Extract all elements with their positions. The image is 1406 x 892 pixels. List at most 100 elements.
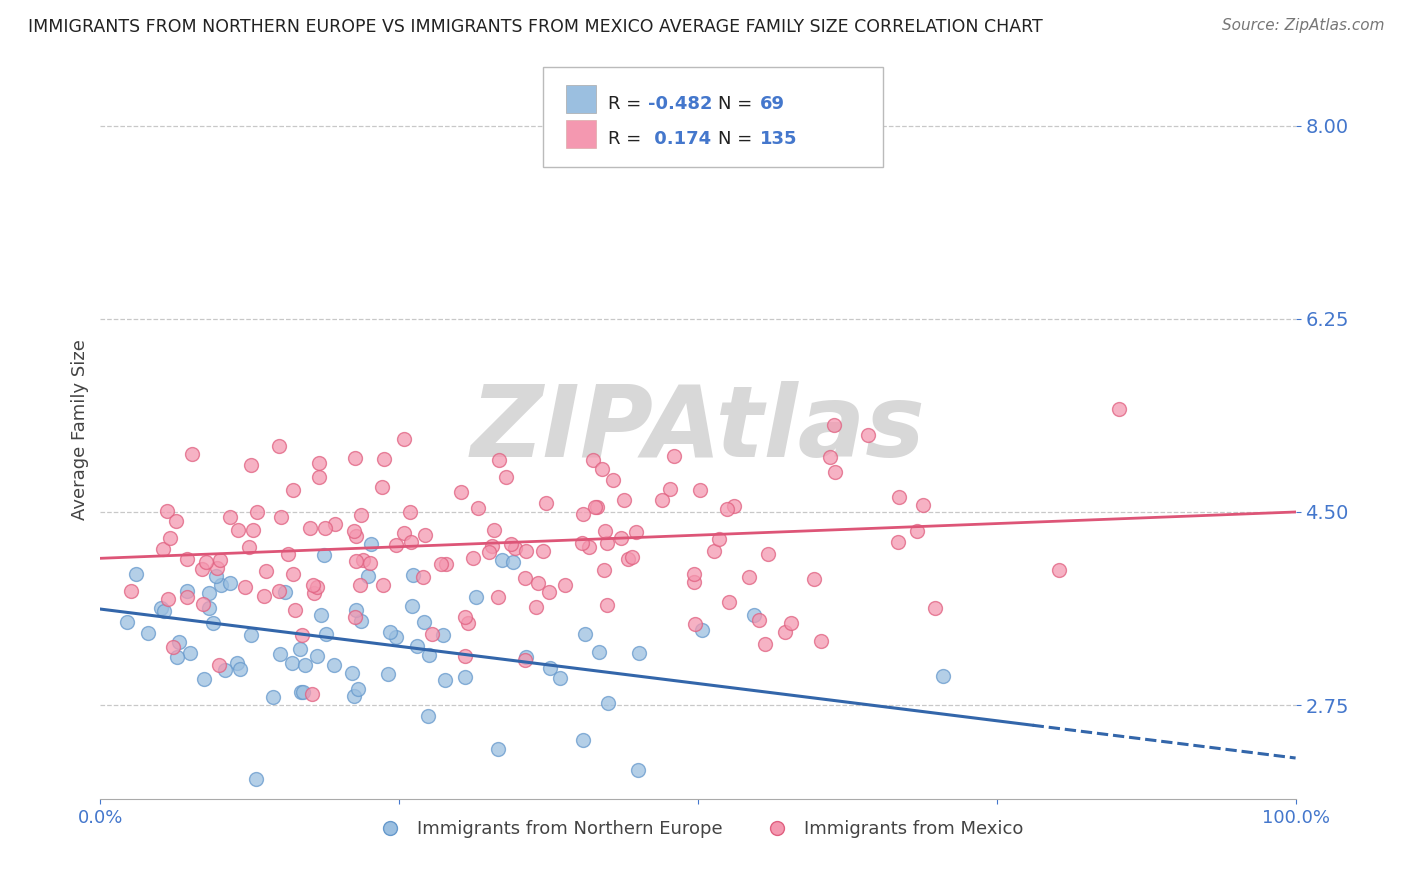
- Text: IMMIGRANTS FROM NORTHERN EUROPE VS IMMIGRANTS FROM MEXICO AVERAGE FAMILY SIZE CO: IMMIGRANTS FROM NORTHERN EUROPE VS IMMIG…: [28, 18, 1043, 36]
- Point: [683, 616, 706, 631]
- Point: [194, 555, 217, 569]
- Point: [115, 615, 138, 629]
- Point: [156, 591, 179, 606]
- Point: [156, 504, 179, 518]
- Point: [290, 685, 312, 699]
- Point: [596, 696, 619, 710]
- Point: [252, 590, 274, 604]
- Point: [305, 649, 328, 664]
- Point: [823, 418, 845, 433]
- Point: [824, 466, 846, 480]
- Point: [703, 544, 725, 558]
- Point: [240, 628, 263, 642]
- Point: [502, 555, 524, 569]
- Point: [176, 583, 198, 598]
- Point: [344, 554, 367, 568]
- Point: [572, 507, 595, 521]
- Point: [773, 624, 796, 639]
- Point: [488, 452, 510, 467]
- Point: [167, 634, 190, 648]
- Point: [716, 502, 738, 516]
- Point: [153, 604, 176, 618]
- Point: [538, 661, 561, 675]
- Point: [193, 673, 215, 687]
- Text: ZIPAtlas: ZIPAtlas: [471, 381, 925, 478]
- Point: [402, 567, 425, 582]
- Point: [162, 640, 184, 654]
- Point: [780, 616, 803, 631]
- Point: [756, 547, 779, 561]
- Point: [434, 558, 457, 572]
- Point: [262, 690, 284, 704]
- Point: [748, 613, 770, 627]
- Point: [291, 685, 314, 699]
- Point: [202, 615, 225, 630]
- Point: [621, 549, 644, 564]
- Point: [717, 595, 740, 609]
- Point: [166, 650, 188, 665]
- Point: [283, 566, 305, 581]
- Point: [294, 657, 316, 672]
- Point: [233, 580, 256, 594]
- Point: [683, 575, 706, 590]
- Point: [602, 473, 624, 487]
- Point: [495, 470, 517, 484]
- Point: [315, 627, 337, 641]
- Text: Source: ZipAtlas.com: Source: ZipAtlas.com: [1222, 18, 1385, 33]
- FancyBboxPatch shape: [567, 85, 596, 112]
- Point: [378, 625, 401, 640]
- Point: [454, 609, 477, 624]
- Point: [515, 571, 537, 585]
- FancyBboxPatch shape: [567, 120, 596, 148]
- Point: [491, 553, 513, 567]
- Text: -0.482: -0.482: [648, 95, 713, 113]
- Point: [810, 633, 832, 648]
- Point: [219, 510, 242, 524]
- Point: [418, 648, 440, 663]
- Point: [322, 658, 344, 673]
- Point: [270, 509, 292, 524]
- Point: [209, 577, 232, 591]
- Point: [226, 523, 249, 537]
- Point: [301, 687, 323, 701]
- Point: [592, 563, 614, 577]
- Point: [125, 567, 148, 582]
- Point: [120, 584, 142, 599]
- Point: [298, 521, 321, 535]
- Point: [457, 615, 479, 630]
- Point: [314, 548, 336, 562]
- Point: [486, 742, 509, 756]
- Point: [344, 603, 367, 617]
- Point: [503, 541, 526, 556]
- Point: [571, 536, 593, 550]
- Point: [481, 540, 503, 554]
- Point: [357, 568, 380, 582]
- Point: [738, 570, 761, 584]
- Point: [596, 599, 619, 613]
- Point: [344, 529, 367, 543]
- Point: [1108, 401, 1130, 416]
- Point: [534, 495, 557, 509]
- Point: [484, 523, 506, 537]
- Point: [401, 599, 423, 614]
- Point: [371, 480, 394, 494]
- Point: [742, 607, 765, 622]
- Point: [418, 709, 440, 723]
- Point: [586, 500, 609, 515]
- Point: [359, 556, 381, 570]
- Point: [323, 516, 346, 531]
- Point: [267, 584, 290, 599]
- Point: [515, 544, 537, 558]
- Point: [405, 640, 427, 654]
- Point: [588, 645, 610, 659]
- Point: [818, 450, 841, 464]
- Point: [454, 669, 477, 683]
- Point: [342, 665, 364, 680]
- Point: [218, 575, 240, 590]
- Point: [499, 537, 522, 551]
- Point: [176, 552, 198, 566]
- Point: [371, 578, 394, 592]
- Point: [308, 456, 330, 470]
- Point: [593, 524, 616, 538]
- Point: [723, 499, 745, 513]
